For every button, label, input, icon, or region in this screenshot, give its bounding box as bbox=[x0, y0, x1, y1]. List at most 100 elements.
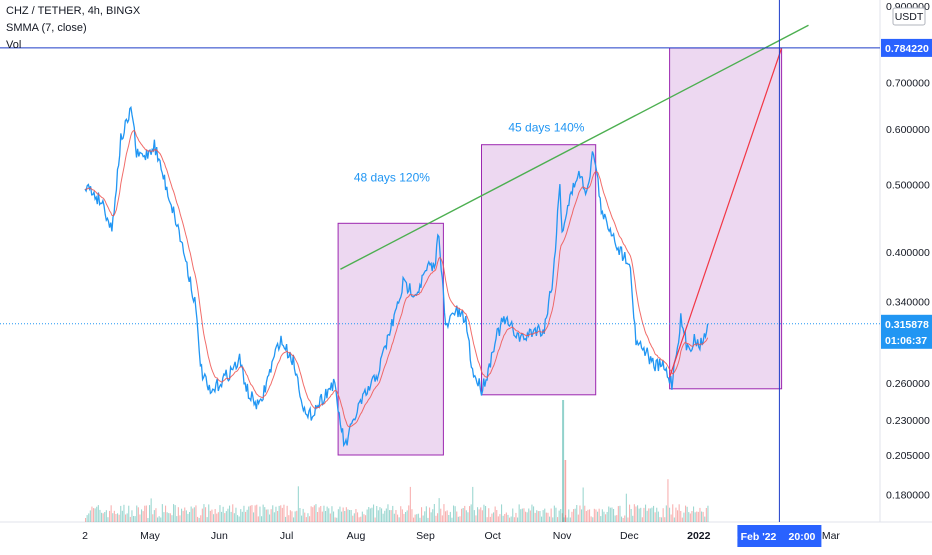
y-tick-label: 0.400000 bbox=[886, 247, 930, 259]
legend-indicator[interactable]: SMMA (7, close) bbox=[6, 22, 87, 34]
volume-bar bbox=[677, 510, 679, 522]
x-tick-label: 2 bbox=[82, 530, 88, 542]
volume-bar bbox=[432, 509, 434, 522]
volume-bar bbox=[606, 512, 608, 522]
volume-bar bbox=[121, 510, 123, 522]
volume-bar bbox=[363, 514, 365, 522]
volume-bar bbox=[673, 517, 675, 522]
volume-bar bbox=[675, 507, 677, 522]
volume-bar bbox=[705, 508, 707, 522]
volume-bar bbox=[350, 510, 352, 522]
volume-bar bbox=[147, 518, 149, 522]
volume-bar bbox=[470, 504, 472, 522]
volume-bar bbox=[552, 517, 554, 522]
volume-bar bbox=[288, 515, 290, 522]
volume-bar bbox=[697, 511, 699, 522]
smma-line bbox=[84, 129, 709, 428]
volume-bar bbox=[427, 517, 429, 522]
volume-bar bbox=[349, 510, 351, 522]
volume-bar bbox=[273, 512, 275, 522]
volume-bar bbox=[181, 508, 183, 522]
y-tick-label: 0.205000 bbox=[886, 450, 930, 462]
volume-bar bbox=[472, 486, 474, 522]
volume-bar bbox=[645, 504, 647, 522]
volume-bar bbox=[89, 510, 91, 522]
volume-bar bbox=[614, 515, 616, 522]
volume-bar bbox=[573, 509, 575, 522]
volume-bar bbox=[221, 511, 223, 522]
volume-bar bbox=[531, 504, 533, 522]
legend-symbol[interactable]: CHZ / TETHER, 4h, BINGX bbox=[6, 5, 141, 17]
volume-bar bbox=[557, 517, 559, 522]
volume-bar bbox=[134, 516, 136, 522]
volume-bar bbox=[320, 506, 322, 522]
volume-bar bbox=[541, 516, 543, 522]
volume-bar bbox=[649, 508, 651, 522]
volume-bar bbox=[102, 513, 104, 522]
volume-bar bbox=[198, 517, 200, 522]
volume-bar bbox=[133, 516, 135, 522]
volume-bar bbox=[104, 512, 106, 522]
volume-bar bbox=[425, 506, 427, 522]
volume-bar bbox=[571, 511, 573, 522]
volume-bar bbox=[200, 515, 202, 522]
volume-bar bbox=[337, 509, 339, 522]
volume-bar bbox=[392, 505, 394, 522]
volume-bar bbox=[238, 516, 240, 522]
volume-bar bbox=[622, 518, 624, 522]
volume-bar bbox=[560, 509, 562, 522]
volume-bar bbox=[139, 514, 141, 522]
volume-bar bbox=[379, 507, 381, 522]
volume-bar bbox=[376, 506, 378, 522]
volume-bar bbox=[371, 507, 373, 522]
volume-bar bbox=[267, 509, 269, 522]
volume-bar bbox=[461, 508, 463, 522]
legend-volume[interactable]: Vol bbox=[6, 39, 22, 51]
volume-bar bbox=[627, 517, 629, 522]
volume-bar bbox=[203, 504, 205, 522]
volume-bar bbox=[336, 517, 338, 522]
volume-bar bbox=[309, 516, 311, 522]
x-tick-label: Sep bbox=[416, 530, 435, 542]
volume-bar bbox=[619, 505, 621, 522]
volume-bar bbox=[429, 507, 431, 522]
volume-bar bbox=[611, 507, 613, 522]
volume-bar bbox=[654, 512, 656, 522]
volume-bar bbox=[224, 513, 226, 522]
volume-bar bbox=[630, 509, 632, 522]
volume-bar bbox=[101, 512, 103, 522]
volume-bar bbox=[155, 508, 157, 522]
volume-bar bbox=[353, 513, 355, 522]
volume-bar bbox=[145, 505, 147, 522]
volume-bar bbox=[259, 506, 261, 522]
volume-bar bbox=[195, 505, 197, 522]
annotation-label-2: 45 days 140% bbox=[508, 121, 584, 135]
volume-bar bbox=[214, 509, 216, 522]
volume-bar bbox=[216, 513, 218, 522]
crosshair-price-badge bbox=[881, 38, 932, 57]
y-tick-label: 0.340000 bbox=[886, 297, 930, 309]
volume-bar bbox=[160, 517, 162, 522]
volume-bar bbox=[192, 508, 194, 522]
volume-bar bbox=[665, 505, 667, 522]
annotation-label-1: 48 days 120% bbox=[354, 171, 430, 185]
volume-bar bbox=[382, 513, 384, 522]
volume-bar bbox=[205, 507, 207, 522]
volume-bar bbox=[459, 516, 461, 522]
volume-bar bbox=[564, 460, 567, 522]
volume-bar bbox=[480, 507, 482, 522]
volume-bar bbox=[369, 508, 371, 522]
volume-bar bbox=[497, 516, 499, 522]
volume-bar bbox=[525, 511, 527, 522]
x-tick-label: 2022 bbox=[687, 530, 711, 542]
volume-bar bbox=[328, 508, 330, 522]
volume-bar bbox=[689, 513, 691, 522]
volume-bar bbox=[211, 509, 213, 522]
volume-bar bbox=[254, 505, 256, 522]
volume-bar bbox=[129, 516, 131, 522]
volume-bar bbox=[153, 510, 155, 522]
volume-bar bbox=[449, 511, 451, 522]
volume-bar bbox=[445, 511, 447, 522]
